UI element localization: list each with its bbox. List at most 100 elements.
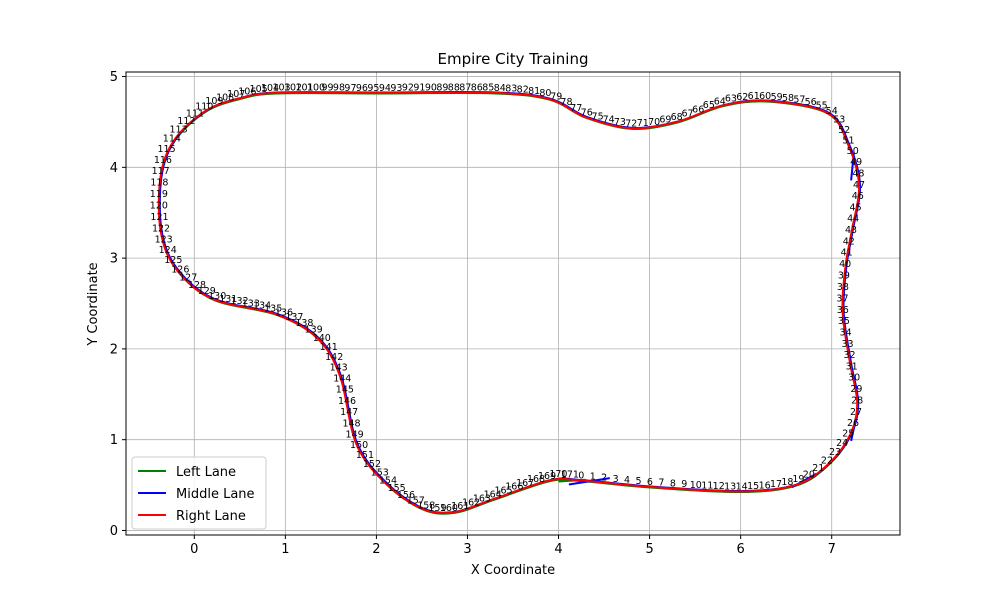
waypoint-label: 8 [670,478,676,489]
waypoint-label: 53 [833,114,845,125]
plot-frame [125,71,901,536]
waypoint-label: 141 [320,342,338,353]
waypoint-label: 89 [436,82,448,93]
waypoint-label: 128 [188,280,206,291]
waypoint-label: 23 [829,447,841,458]
waypoint-label: 31 [846,361,858,372]
waypoint-label: 44 [847,214,859,225]
waypoint-label: 145 [336,385,354,396]
waypoint-label: 48 [852,168,864,179]
legend: Left Lane Middle Lane Right Lane [131,456,267,530]
waypoint-label: 73 [614,117,626,128]
waypoint-label: 120 [150,200,168,211]
waypoint-label: 92 [402,83,414,94]
legend-label-left-lane: Left Lane [176,465,236,480]
waypoint-label: 54 [826,106,838,117]
waypoint-label: 24 [836,438,848,449]
waypoint-label: 17 [770,479,782,490]
waypoint-label: 153 [371,468,389,479]
waypoint-label: 33 [842,339,854,350]
waypoint-label: 12 [713,481,725,492]
waypoint-label: 146 [338,396,356,407]
waypoint-label: 171 [561,469,579,480]
waypoint-label: 50 [847,146,859,157]
waypoint-label: 90 [425,83,437,94]
waypoint-label: 111 [186,108,204,119]
waypoint-label: 22 [821,455,833,466]
waypoint-label: 7 [658,478,664,489]
waypoint-label: 154 [379,476,397,487]
waypoint-label: 60 [759,91,771,102]
waypoint-label: 85 [482,83,494,94]
waypoint-label: 79 [550,92,562,103]
waypoint-label: 66 [692,104,704,115]
waypoint-label: 41 [841,248,853,259]
waypoint-label: 127 [179,273,197,284]
waypoint-label: 157 [407,496,425,507]
waypoint-label: 14 [736,481,748,492]
waypoint-label: 71 [637,118,649,129]
grid [126,72,900,535]
waypoint-label: 114 [163,134,181,145]
waypoint-label: 49 [850,157,862,168]
waypoint-label: 117 [152,166,170,177]
waypoint-label: 164 [484,489,502,500]
waypoint-label: 118 [150,177,168,188]
waypoint-label: 36 [837,305,849,316]
waypoint-label: 109 [205,96,223,107]
waypoint-label: 28 [851,395,863,406]
waypoint-label: 108 [216,92,234,103]
waypoint-label: 160 [440,503,458,514]
y-axis-label: Y Coordinate [86,262,101,346]
waypoint-label: 107 [227,89,245,100]
waypoint-label: 16 [759,480,771,491]
waypoint-label: 65 [703,100,715,111]
waypoint-label: 52 [838,125,850,136]
waypoint-label: 51 [842,135,854,146]
waypoint-label: 123 [155,234,173,245]
waypoint-label: 158 [417,500,435,511]
waypoint-label: 67 [682,109,694,120]
waypoint-label: 97 [344,83,356,94]
x-tick-label: 4 [554,542,562,557]
waypoint-label: 64 [714,96,726,107]
waypoint-label: 122 [152,223,170,234]
waypoint-label: 132 [230,296,248,307]
waypoint-label: 98 [333,83,345,94]
waypoint-label: 152 [363,459,381,470]
waypoint-label: 101 [295,82,313,93]
waypoint-label: 126 [171,264,189,275]
waypoint-label: 133 [242,298,260,309]
waypoint-label: 2 [601,473,607,484]
waypoint-label: 43 [845,225,857,236]
waypoint-label: 57 [793,95,805,106]
waypoint-label: 58 [782,93,794,104]
waypoint-label: 38 [837,282,849,293]
waypoint-label: 168 [527,474,545,485]
waypoint-label: 69 [659,115,671,126]
waypoint-label: 29 [850,384,862,395]
waypoint-label: 125 [164,255,182,266]
waypoint-label: 147 [340,407,358,418]
right-lane-line [157,91,861,515]
x-axis-label: X Coordinate [471,563,555,578]
x-tick-label: 0 [190,542,198,557]
waypoint-label: 13 [724,481,736,492]
waypoint-label: 75 [592,111,604,122]
waypoint-label: 46 [852,191,864,202]
waypoint-label: 35 [838,316,850,327]
waypoint-label: 165 [494,486,512,497]
x-tick-label: 3 [463,542,471,557]
waypoint-label: 1 [590,471,596,482]
waypoint-label: 80 [539,88,551,99]
x-tick-label: 2 [372,542,380,557]
waypoint-label: 163 [473,493,491,504]
waypoint-label: 130 [208,291,226,302]
waypoint-label: 26 [847,418,859,429]
waypoint-label: 47 [853,180,865,191]
waypoint-label: 6 [647,477,653,488]
legend-label-middle-lane: Middle Lane [176,487,255,502]
waypoint-label: 106 [238,86,256,97]
